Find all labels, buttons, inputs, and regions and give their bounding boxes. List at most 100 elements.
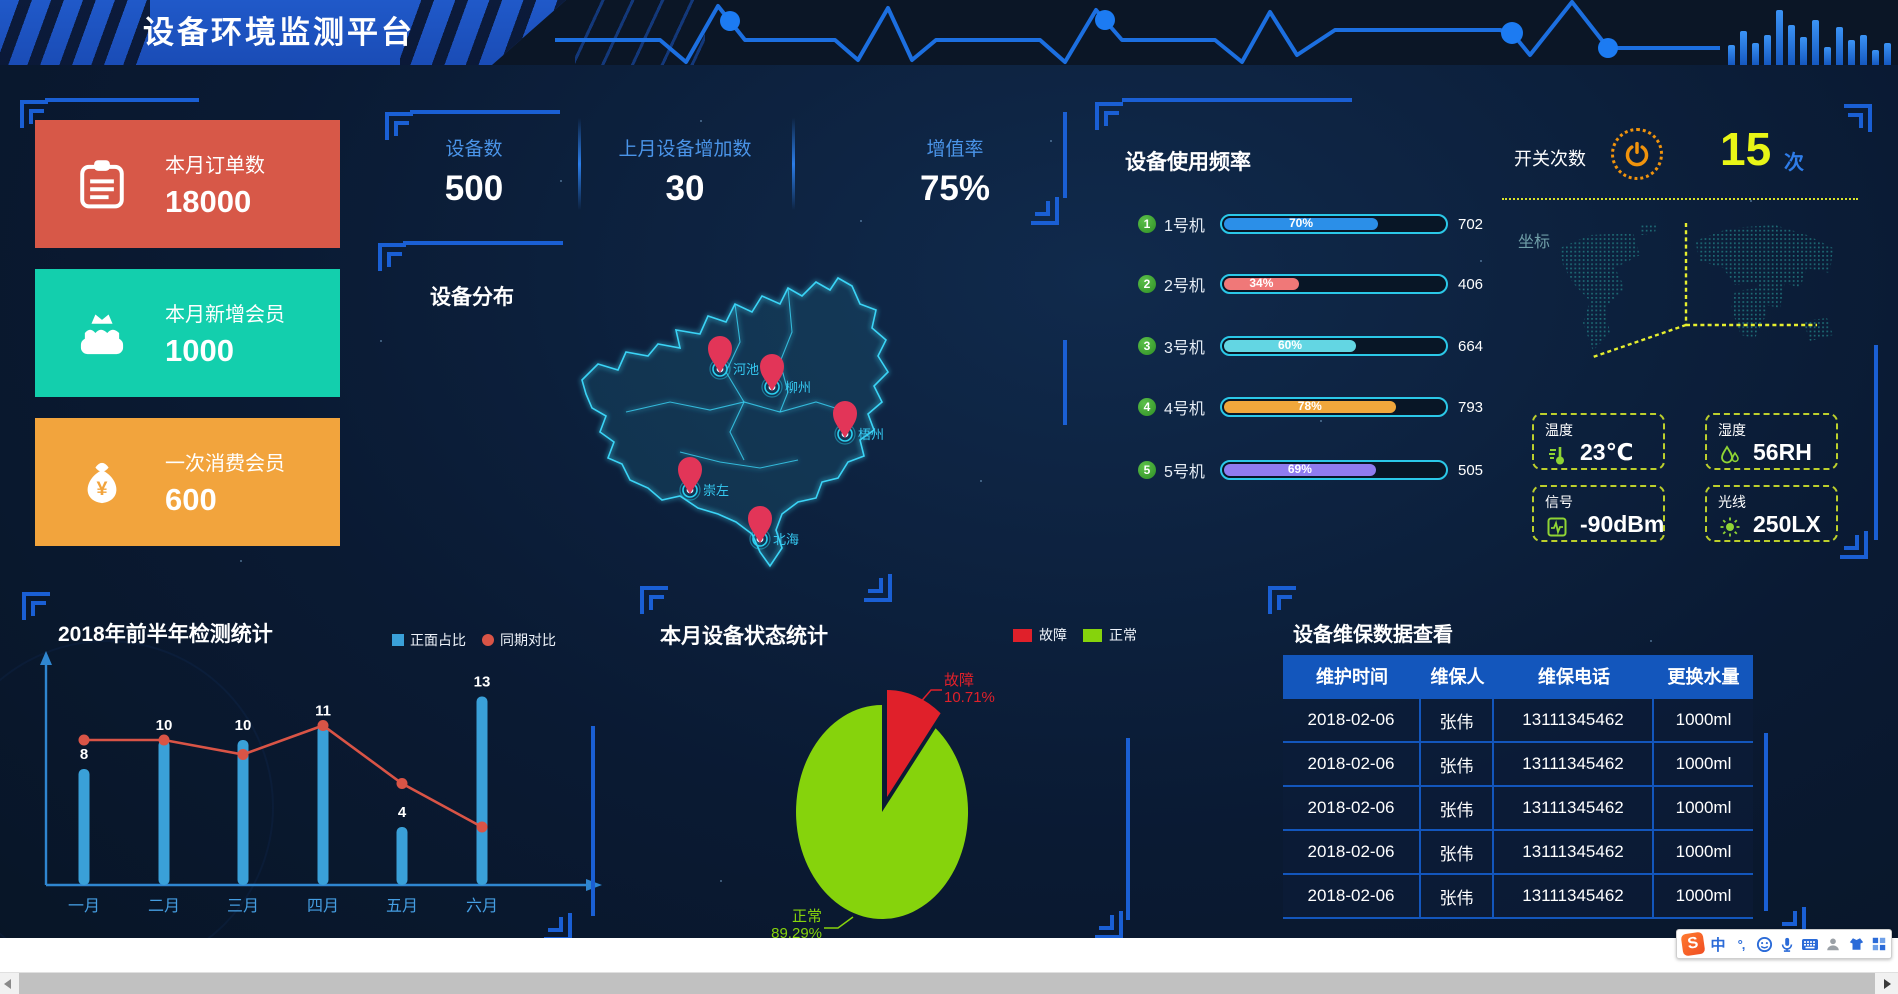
eq-bar [1860, 35, 1867, 65]
eq-bar [1800, 37, 1807, 65]
bar-value-label: 10 [235, 717, 252, 734]
keyboard-icon[interactable] [1801, 935, 1819, 953]
x-tick-label: 五月 [386, 898, 418, 915]
table-row: 2018-02-06 张伟 13111345462 1000ml [1283, 831, 1753, 875]
kpi-divider [578, 118, 581, 210]
usage-percent: 78% [1297, 399, 1322, 413]
table-cell: 13111345462 [1494, 831, 1654, 873]
bar-value-label: 13 [474, 674, 491, 691]
bar-value-label: 8 [80, 746, 88, 763]
sogou-logo-icon[interactable]: S [1680, 931, 1706, 957]
pie-slice-fault [887, 690, 941, 797]
table-row: 2018-02-06 张伟 13111345462 1000ml [1283, 787, 1753, 831]
line-point [78, 734, 90, 746]
legend-swatch-fault[interactable] [1013, 628, 1032, 642]
env-value: 23℃ [1580, 439, 1634, 465]
account-icon[interactable] [1824, 935, 1842, 953]
bar-value-label: 4 [398, 804, 407, 821]
bar-value-label: 11 [315, 703, 331, 720]
legend-label[interactable]: 同期对比 [500, 632, 556, 648]
legend-label[interactable]: 正面占比 [410, 632, 466, 648]
map-city-label: 河池 [733, 362, 759, 377]
axis-decor [1592, 223, 1817, 359]
bar [78, 769, 90, 885]
page-title: 设备环境监测平台 [143, 15, 415, 50]
line-point [158, 734, 170, 746]
star-decor [700, 120, 702, 122]
emoji-icon[interactable] [1755, 935, 1773, 953]
accent-line [1126, 738, 1130, 920]
kpi-value: 30 [665, 169, 705, 208]
eq-bar [1848, 40, 1855, 65]
corner-bracket [640, 586, 668, 614]
legend-swatch-line[interactable] [482, 634, 494, 646]
stat-label: 本月订单数 [165, 154, 265, 177]
location-pin-icon [833, 401, 857, 438]
lang-mode-icon[interactable]: 中 [1710, 936, 1726, 954]
horizontal-scrollbar[interactable] [0, 972, 1898, 994]
corner-bracket [385, 112, 413, 140]
page-bottom-whitespace [0, 938, 1898, 972]
legend-swatch-normal[interactable] [1083, 628, 1102, 642]
env-label: 光线 [1718, 494, 1746, 510]
location-pin-icon [708, 336, 732, 373]
usage-percent: 70% [1288, 216, 1314, 230]
scrollbar-thumb[interactable] [19, 973, 1875, 994]
usage-bar: 70% [1220, 214, 1448, 234]
eq-bar [1764, 35, 1771, 65]
legend-label[interactable]: 正常 [1109, 627, 1137, 643]
legend-swatch-bar[interactable] [392, 634, 404, 646]
x-tick-label: 六月 [466, 897, 498, 915]
table-cell: 2018-02-06 [1283, 699, 1421, 741]
eq-bar [1776, 10, 1783, 65]
status-pie-chart [796, 689, 969, 929]
table-cell: 2018-02-06 [1283, 875, 1421, 917]
accent-line [410, 110, 560, 114]
usage-bar-fill: 60% [1224, 339, 1356, 352]
pie-panel-title: 本月设备状态统计 [660, 625, 828, 648]
usage-value: 505 [1458, 461, 1484, 479]
env-value: 56RH [1753, 439, 1812, 465]
map-city-label: 梧州 [858, 427, 884, 442]
accent-line [1122, 98, 1352, 102]
skin-icon[interactable] [1847, 935, 1865, 953]
microphone-icon[interactable] [1778, 935, 1796, 953]
kpi-value: 75% [919, 169, 991, 208]
location-pin-icon [748, 506, 772, 543]
usage-index-badge: 5 [1138, 461, 1156, 479]
table-row: 2018-02-06 张伟 13111345462 1000ml [1283, 699, 1753, 743]
table-cell: 张伟 [1421, 831, 1494, 873]
table-cell: 13111345462 [1494, 743, 1654, 785]
corner-bracket [1032, 198, 1059, 225]
star-decor [240, 560, 242, 562]
usage-row: 3 3号机 60% 664 [1138, 336, 1498, 357]
table-cell: 13111345462 [1494, 699, 1654, 741]
usage-label: 4号机 [1164, 401, 1205, 418]
table-row: 2018-02-06 张伟 13111345462 1000ml [1283, 875, 1753, 919]
kpi-divider [792, 118, 795, 210]
star-decor [560, 180, 562, 182]
table-cell: 张伟 [1421, 787, 1494, 829]
usage-bar-fill: 78% [1224, 399, 1396, 413]
usage-row: 2 2号机 34% 406 [1138, 274, 1498, 295]
bar-line-chart: 8 10 10 11 4 13 一月 二月 三月 四月 五月 六月 [40, 651, 602, 915]
star-decor [720, 880, 722, 882]
table-cell: 2018-02-06 [1283, 787, 1421, 829]
scrollbar-left-arrow[interactable] [4, 979, 11, 989]
header-stripes-decor [575, 0, 705, 65]
dotted-divider [1502, 198, 1858, 200]
svg-text:¥: ¥ [97, 478, 108, 500]
toolbox-icon[interactable] [1870, 935, 1888, 953]
stat-value: 600 [165, 481, 217, 517]
star-decor [1320, 420, 1322, 422]
switch-count-label: 开关次数 [1514, 149, 1586, 169]
table-cell: 13111345462 [1494, 787, 1654, 829]
env-value: -90dBm [1580, 511, 1665, 537]
punctuation-icon[interactable]: °, [1737, 936, 1746, 952]
legend-label[interactable]: 故障 [1039, 627, 1067, 643]
usage-bar-fill: 70% [1224, 216, 1378, 230]
usage-label: 5号机 [1164, 464, 1205, 481]
scrollbar-right-arrow[interactable] [1884, 979, 1891, 989]
table-cell: 13111345462 [1494, 875, 1654, 917]
